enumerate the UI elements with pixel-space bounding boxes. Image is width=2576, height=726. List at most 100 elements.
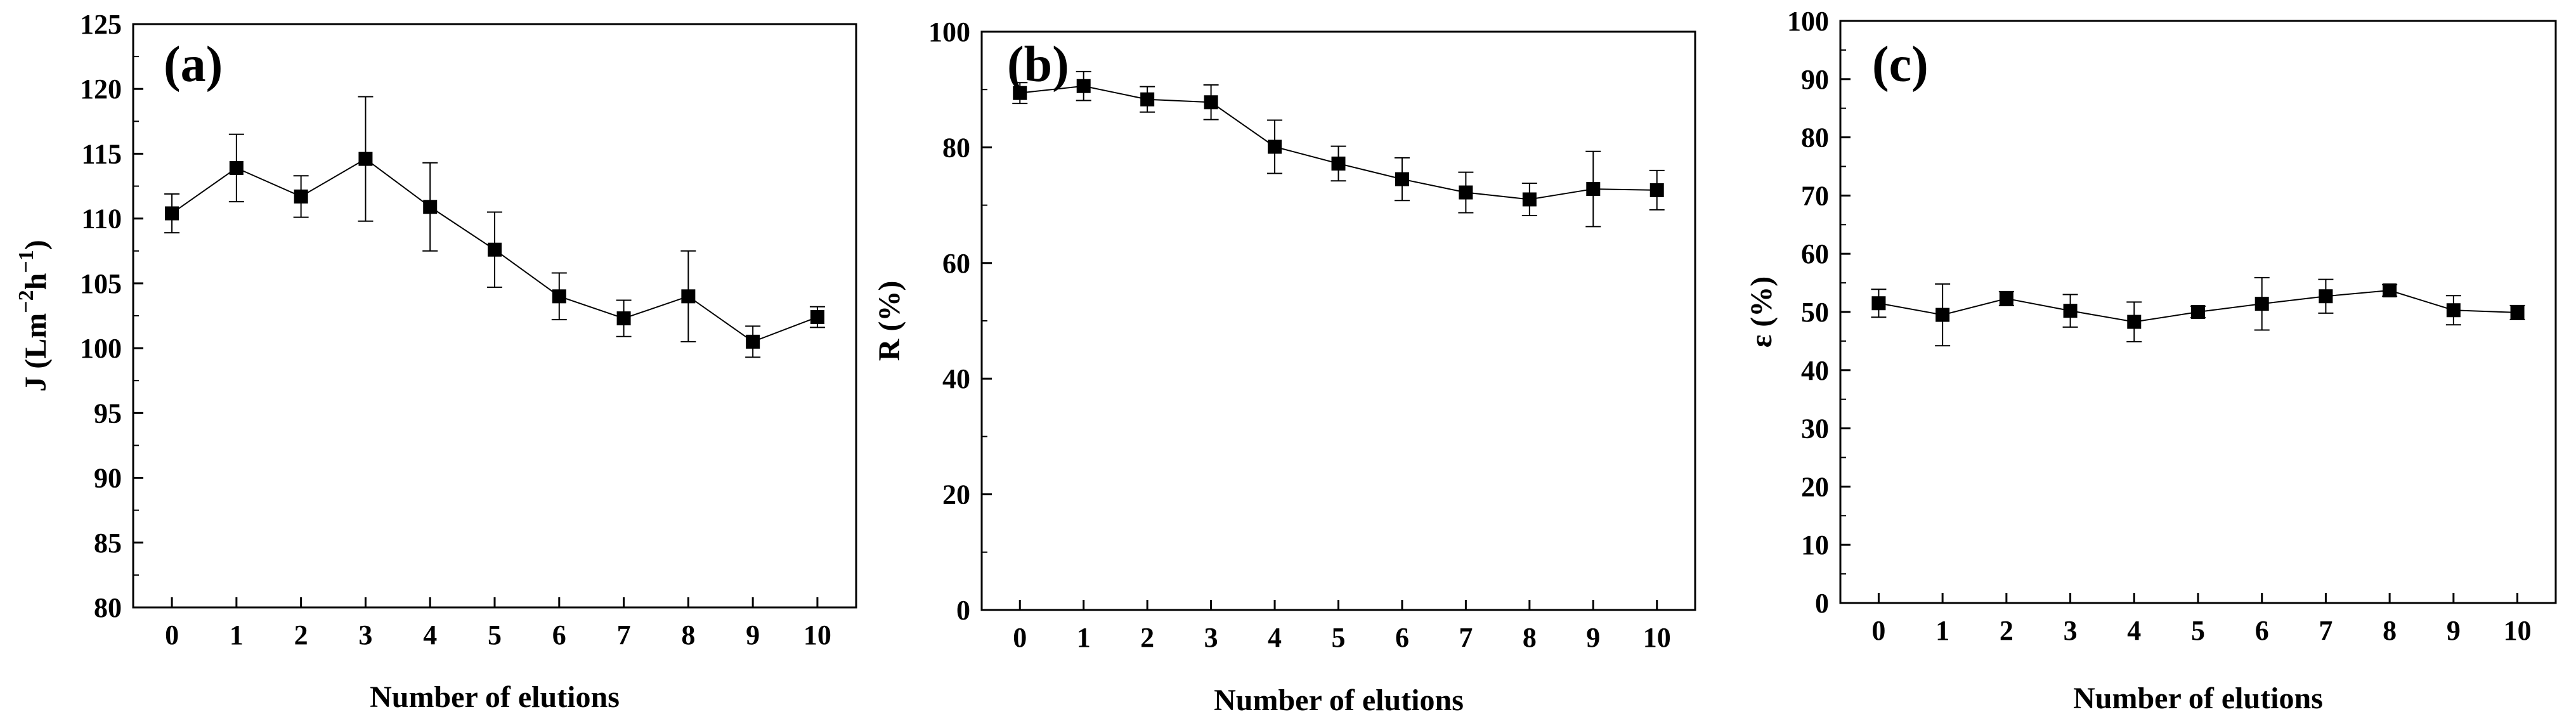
- data-point-a-9: [746, 334, 760, 349]
- data-point-a-7: [616, 311, 631, 326]
- data-point-b-9: [1586, 182, 1601, 197]
- y-tick-label-b-1: 20: [942, 479, 970, 510]
- x-tick-label-c-2: 2: [2000, 615, 2013, 646]
- panel-label-a: (a): [164, 37, 223, 93]
- data-point-b-3: [1204, 95, 1218, 110]
- y-tick-label-c-9: 90: [1801, 64, 1829, 95]
- panel-label-b: (b): [1007, 37, 1069, 93]
- x-tick-label-b-0: 0: [1013, 622, 1027, 653]
- x-tick-label-c-0: 0: [1871, 615, 1885, 646]
- y-tick-label-a-9: 125: [80, 9, 122, 40]
- y-tick-label-c-10: 100: [1787, 6, 1829, 37]
- y-axis-label-a-mid: h: [19, 273, 53, 290]
- y-tick-label-a-2: 90: [94, 463, 122, 494]
- x-tick-label-a-9: 9: [746, 619, 760, 651]
- data-point-c-6: [2254, 297, 2269, 311]
- data-point-c-2: [1999, 291, 2013, 306]
- y-axis-label-a-main: J (Lm: [19, 313, 53, 392]
- x-tick-label-a-10: 10: [803, 619, 831, 651]
- y-tick-label-c-0: 0: [1815, 588, 1829, 619]
- x-axis-label-a: Number of elutions: [370, 680, 620, 714]
- y-tick-label-c-5: 50: [1801, 297, 1829, 328]
- y-tick-label-b-3: 60: [942, 248, 970, 279]
- panel-b: (b) Number of elutions R (%) 0 1 2 3 4 5 6 7 8 9 1…: [873, 16, 1696, 717]
- y-tick-label-a-0: 80: [94, 592, 122, 623]
- x-tick-label-b-2: 2: [1140, 622, 1154, 653]
- x-tick-label-c-9: 9: [2447, 615, 2461, 646]
- data-point-a-2: [294, 189, 308, 204]
- x-tick-label-a-8: 8: [681, 619, 695, 651]
- y-tick-label-b-0: 0: [956, 595, 970, 626]
- y-tick-label-a-8: 120: [80, 74, 122, 105]
- y-axis-label-c: ε (%): [1745, 276, 1778, 347]
- y-tick-label-c-7: 70: [1801, 180, 1829, 211]
- x-tick-label-b-4: 4: [1268, 622, 1282, 653]
- y-tick-label-b-5: 100: [928, 16, 970, 48]
- x-tick-label-a-3: 3: [358, 619, 372, 651]
- data-point-a-0: [165, 206, 179, 221]
- data-point-c-10: [2510, 305, 2525, 320]
- x-axis-label-c: Number of elutions: [2073, 682, 2323, 715]
- data-point-c-1: [1935, 308, 1950, 322]
- x-tick-label-c-3: 3: [2064, 615, 2078, 646]
- y-tick-label-a-7: 115: [81, 138, 122, 169]
- data-point-a-8: [681, 289, 696, 304]
- y-tick-label-a-3: 95: [94, 398, 122, 429]
- y-tick-label-c-2: 20: [1801, 471, 1829, 502]
- data-point-b-5: [1331, 156, 1346, 171]
- x-tick-label-c-4: 4: [2127, 615, 2141, 646]
- x-tick-label-b-6: 6: [1395, 622, 1409, 653]
- data-point-b-10: [1649, 183, 1664, 197]
- data-point-a-4: [423, 200, 438, 214]
- data-point-c-4: [2127, 314, 2142, 329]
- data-point-c-3: [2063, 304, 2078, 318]
- data-point-c-5: [2191, 305, 2205, 319]
- series-line-b: [1020, 85, 1657, 200]
- y-tick-label-a-4: 100: [80, 333, 122, 364]
- y-tick-label-c-6: 60: [1801, 238, 1829, 269]
- y-axis-label-a: J (Lm−2h−1): [15, 240, 53, 391]
- x-tick-label-b-7: 7: [1459, 622, 1473, 653]
- x-tick-label-a-2: 2: [294, 619, 308, 651]
- x-tick-label-a-4: 4: [423, 619, 437, 651]
- y-axis-label-a-end: ): [19, 240, 53, 250]
- x-tick-label-c-8: 8: [2383, 615, 2397, 646]
- y-tick-label-a-1: 85: [94, 528, 122, 559]
- x-tick-label-b-9: 9: [1586, 622, 1600, 653]
- y-tick-label-b-2: 40: [942, 363, 970, 394]
- y-axis-label-b: R (%): [873, 281, 906, 361]
- y-tick-label-c-3: 30: [1801, 413, 1829, 444]
- data-point-b-6: [1395, 172, 1409, 186]
- x-tick-label-a-6: 6: [552, 619, 566, 651]
- x-tick-label-a-1: 1: [230, 619, 244, 651]
- data-point-b-8: [1522, 192, 1537, 207]
- data-point-b-4: [1268, 139, 1282, 154]
- x-tick-label-b-3: 3: [1204, 622, 1218, 653]
- x-tick-label-a-0: 0: [165, 619, 179, 651]
- data-point-a-6: [552, 289, 566, 304]
- plot-frame-b: [980, 30, 1696, 611]
- x-tick-label-b-1: 1: [1077, 622, 1091, 653]
- data-point-b-2: [1140, 92, 1155, 107]
- plot-frame-a: [132, 23, 857, 609]
- x-tick-label-b-10: 10: [1643, 622, 1671, 653]
- data-point-a-5: [488, 242, 502, 257]
- x-tick-label-c-5: 5: [2191, 615, 2205, 646]
- data-point-b-0: [1013, 86, 1027, 100]
- y-tick-label-c-8: 80: [1801, 122, 1829, 153]
- x-tick-label-b-8: 8: [1523, 622, 1537, 653]
- x-axis-label-b: Number of elutions: [1214, 684, 1464, 717]
- data-point-b-7: [1459, 185, 1473, 200]
- panel-label-c: (c): [1872, 37, 1929, 93]
- data-point-c-8: [2383, 283, 2397, 298]
- data-point-a-3: [358, 152, 373, 166]
- y-axis-label-a-sup2: −1: [15, 250, 38, 273]
- panel-a: (a) Number of elutions J (Lm−2h−1) 0 1 2 3 4…: [15, 9, 857, 714]
- x-tick-label-c-1: 1: [1935, 615, 1949, 646]
- data-point-c-9: [2446, 303, 2461, 318]
- x-tick-label-a-5: 5: [488, 619, 502, 651]
- data-point-c-0: [1871, 296, 1886, 311]
- y-tick-label-a-6: 110: [81, 204, 122, 235]
- x-tick-label-c-6: 6: [2255, 615, 2269, 646]
